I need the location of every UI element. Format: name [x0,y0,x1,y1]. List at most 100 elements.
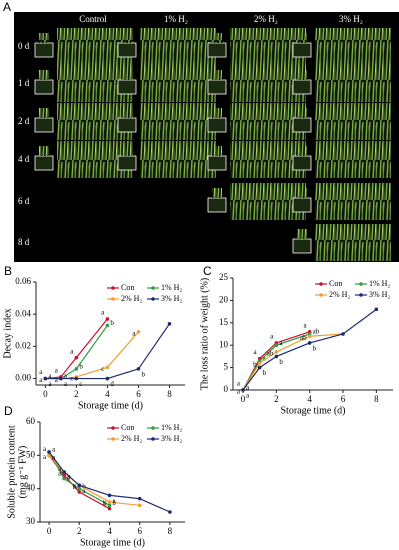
panel-label: B [4,264,12,278]
plant-sprout [39,33,49,43]
row-label: 0 d [18,41,30,51]
plant-sprout [297,33,307,43]
data-point [74,376,79,381]
y-axis-label: Decay index [2,308,13,358]
data-point [274,350,279,354]
plant-pot [117,117,137,133]
plant-pot [117,79,137,95]
photo-grid: Control 1% H₂ 2% H₂ 3% H₂ 0 d 1 d 2 d 4 d 6 d 8 d [18,14,391,261]
data-point [47,453,51,458]
significance-letter: ab [267,350,274,358]
data-point [107,506,112,511]
x-axis-label: Storage time (d) [78,400,143,411]
plant-photo [140,103,216,140]
legend-marker [151,437,155,441]
data-point [107,503,112,508]
significance-letter: b [263,369,267,377]
significance-letter: b [110,319,114,327]
y-axis-label: (mg g⁻¹ FW) [17,446,28,499]
legend-marker [359,293,363,297]
data-point [43,376,48,381]
panel-label: A [3,0,11,14]
plant-pot [34,42,54,58]
plant-sprout [212,108,222,118]
significance-letter: a [48,372,52,380]
x-tick-label: 8 [167,389,172,399]
data-point [257,365,262,370]
x-tick-label: 2 [74,389,79,399]
data-point [74,367,79,371]
data-point [77,490,82,494]
significance-letter: b [279,358,283,366]
plant-sprout [39,146,49,156]
significance-letter: a [39,376,43,384]
data-point [77,486,82,491]
significance-letter: a [112,497,116,505]
data-point [105,376,110,381]
legend-marker [111,297,115,301]
legend-label: 1% H₂ [161,423,182,432]
x-tick-label: 0 [43,389,48,399]
significance-letter: a [58,470,62,478]
data-point [274,354,279,359]
plant-pot [292,197,312,213]
significance-letter: ab [300,334,307,342]
significance-letter: b [141,371,145,379]
column-header: 1% H₂ [164,14,188,24]
plant-sprout [122,33,132,43]
significance-letter: b [103,500,107,508]
column-header: 2% H₂ [254,14,278,24]
significance-letter: a [64,372,68,380]
data-point [341,332,345,336]
plant-pot [292,155,312,171]
data-point [167,322,172,326]
y-axis-label: The loss ratio of weight (%) [199,278,210,390]
data-point [274,343,279,348]
x-tick-label: 4 [107,526,112,536]
legend-marker [151,426,155,430]
x-tick-label: 4 [307,394,312,404]
data-point [74,355,79,360]
plant-photo [315,28,391,65]
data-point [105,317,110,321]
data-point [137,496,142,501]
plant-photo [140,65,216,102]
significance-letter: a [39,368,43,376]
plant-sprout [297,229,307,239]
significance-letter: a [82,487,86,495]
plant-sprout [39,70,49,80]
row-label: 2 d [18,116,30,126]
y-tick-label: 15 [219,317,229,327]
y-tick-label: 0.00 [15,373,31,383]
data-point [137,503,142,508]
data-point [257,361,262,365]
plant-sprout [212,146,222,156]
y-axis-label: Soluble protein content [6,425,17,519]
x-tick-label: 2 [274,394,279,404]
plant-sprout [212,188,222,198]
plant-pot [207,117,227,133]
significance-letter: a [52,446,56,454]
significance-letter: b [253,361,257,369]
significance-letter: b [82,482,86,490]
significance-letter: a [101,309,105,317]
significance-letter: c [79,380,82,388]
significance-letter: a [279,339,283,347]
data-point [136,330,141,334]
significance-letter: a [64,380,68,388]
significance-letter: a [237,388,241,396]
plant-sprout [297,188,307,198]
plant-sprout [212,70,222,80]
data-point [107,500,112,504]
data-point [307,334,312,339]
plant-sprout [122,70,132,80]
data-point [168,510,172,514]
row-label: 1 d [18,78,30,88]
plant-photo [315,65,391,102]
x-tick-label: 0 [241,394,246,404]
significance-letter: a [263,354,267,362]
legend-label: 3% H₂ [369,290,390,299]
data-point [241,388,245,392]
significance-letter: a [55,376,59,384]
